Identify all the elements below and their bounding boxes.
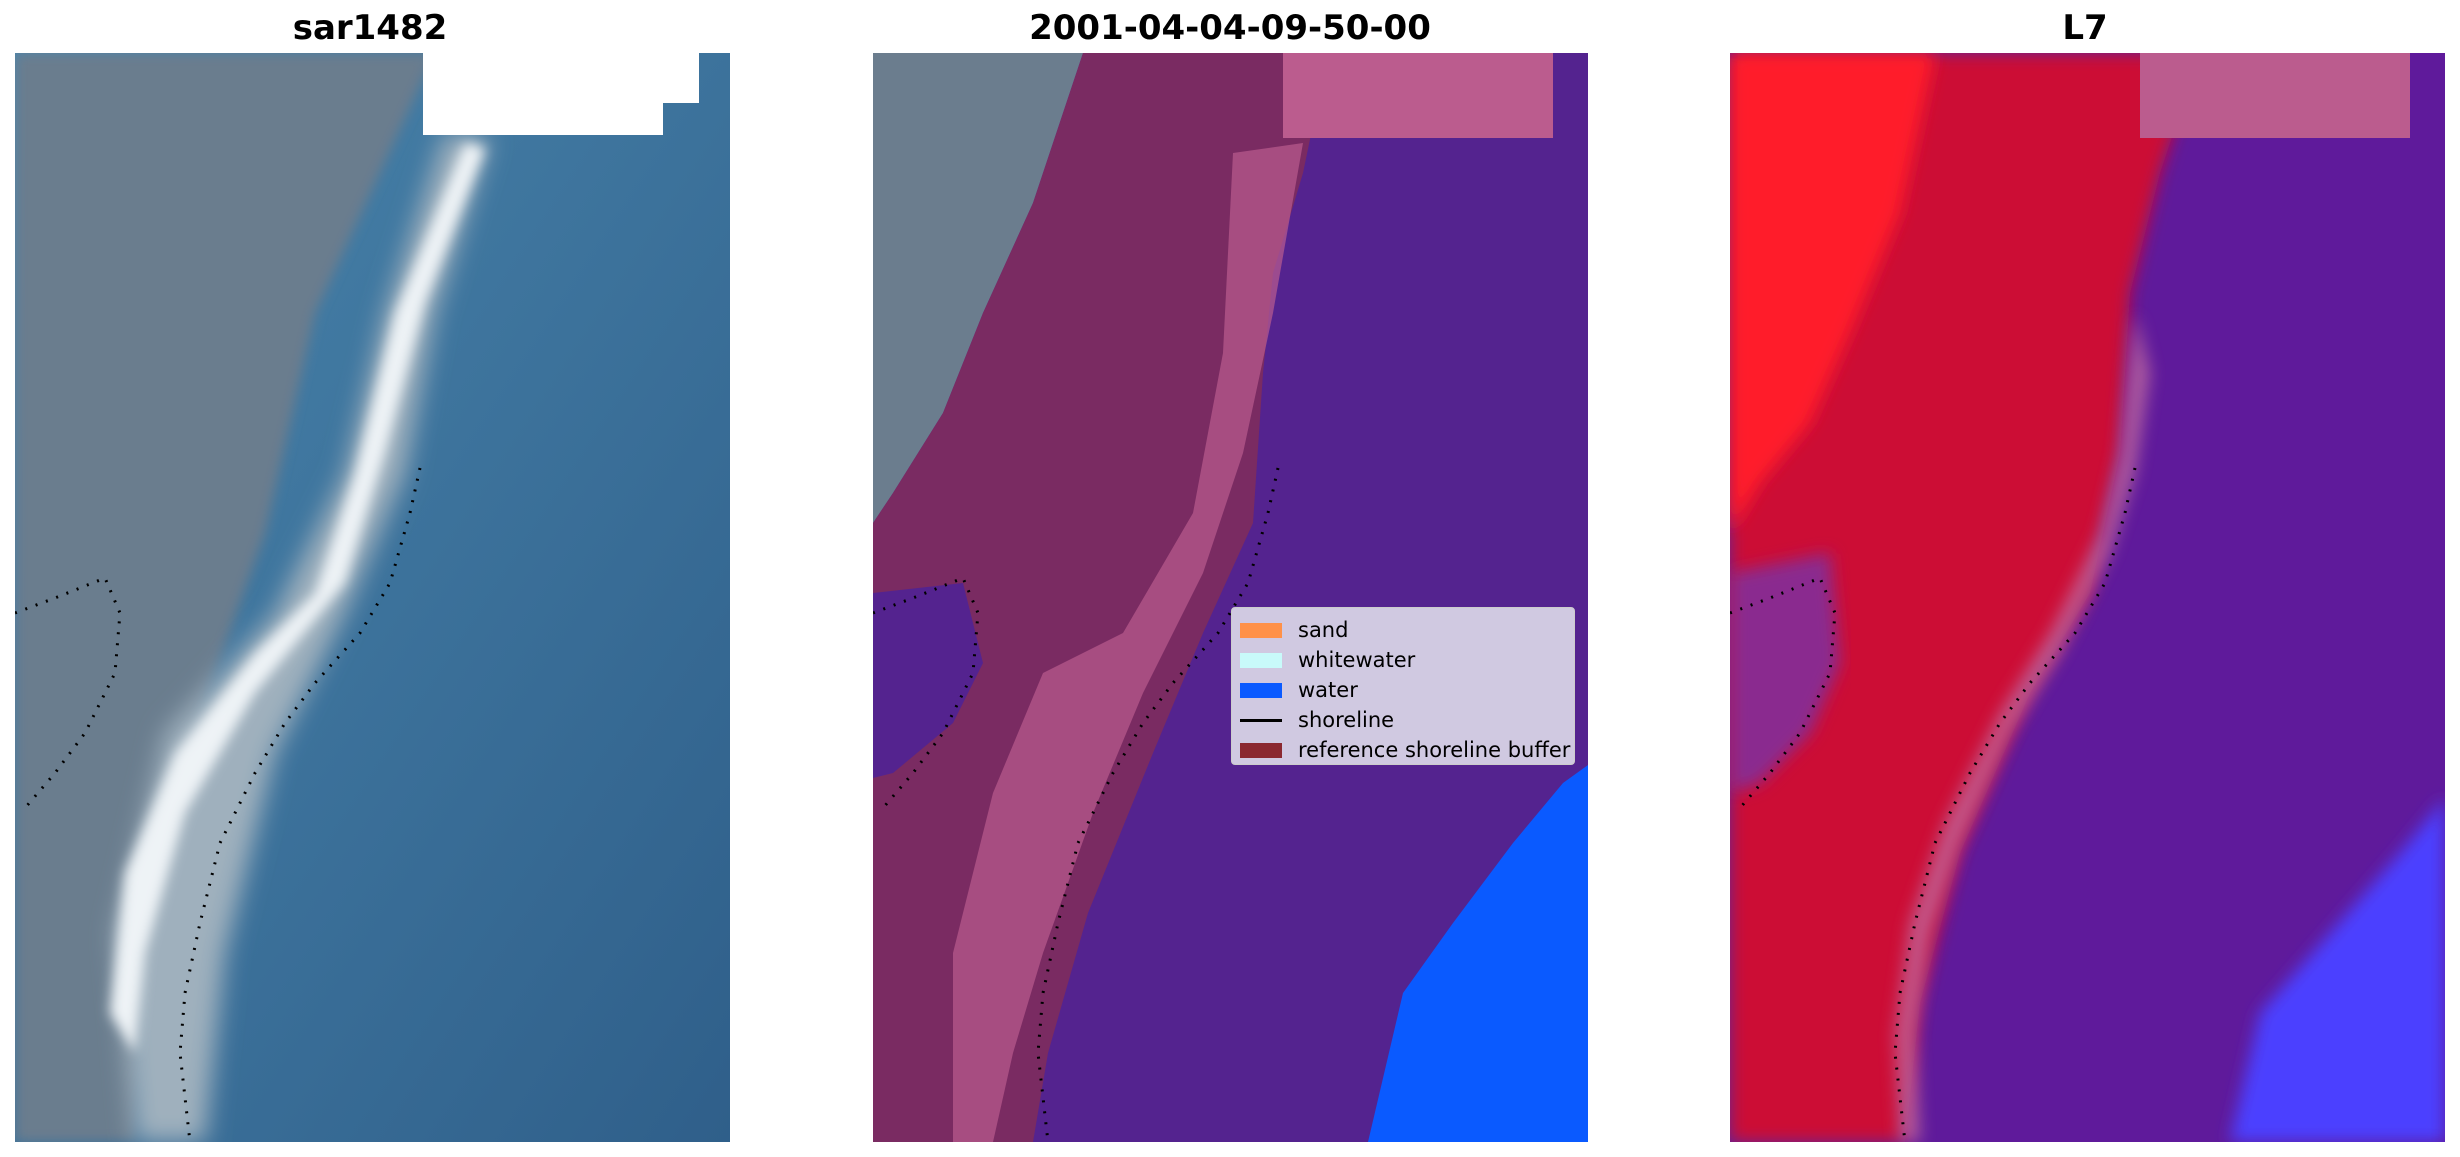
top-pink-patch [2140, 53, 2410, 138]
shoreline-line-swatch [1240, 718, 1282, 722]
legend-label: whitewater [1298, 648, 1416, 672]
legend-item-shoreline: shoreline [1240, 705, 1566, 735]
buffer-top-patch [1283, 53, 1553, 138]
rgb-satellite-image [15, 53, 730, 1142]
whitewater-swatch [1240, 652, 1282, 668]
probability-image [1730, 53, 2445, 1142]
nodata-area [663, 53, 699, 103]
legend-label: shoreline [1298, 708, 1395, 732]
nodata-area [423, 53, 663, 135]
water-swatch [1240, 682, 1282, 698]
classification-image [873, 53, 1588, 1142]
legend-label: sand [1298, 618, 1349, 642]
shoreline-dots [178, 467, 422, 1142]
legend-item-whitewater: whitewater [1240, 645, 1566, 675]
legend-item-water: water [1240, 675, 1566, 705]
legend-label: water [1298, 678, 1358, 702]
legend-label: reference shoreline buffer [1298, 738, 1571, 762]
unclassified-land [873, 53, 1083, 523]
legend-item-reference-buffer: reference shoreline buffer [1240, 735, 1570, 765]
legend: sand whitewater water shoreline referenc… [1231, 607, 1575, 765]
water-class-area [873, 583, 983, 778]
water-blue-area [1368, 765, 1588, 1142]
buffer-highlight [953, 143, 1303, 1142]
classification-panel [873, 53, 1588, 1142]
buffer-swatch [1240, 742, 1282, 758]
land-area [15, 53, 435, 1142]
probability-panel [1730, 53, 2445, 1142]
panel-title-rgb: sar1482 [292, 8, 448, 48]
whitewater-streak [110, 143, 485, 1053]
sand-swatch [1240, 622, 1282, 638]
shoreline-dots [1036, 467, 1280, 1142]
bright-red-area [1730, 53, 1935, 533]
rgb-image-panel [15, 53, 730, 1142]
blue-water-area [2230, 798, 2445, 1142]
legend-item-sand: sand [1240, 615, 1566, 645]
purple-patch [1730, 553, 1840, 793]
panel-title-probability: L7 [2062, 8, 2108, 48]
shoreline-dots [1893, 467, 2137, 1142]
panel-title-classification: 2001-04-04-09-50-00 [1029, 8, 1431, 48]
